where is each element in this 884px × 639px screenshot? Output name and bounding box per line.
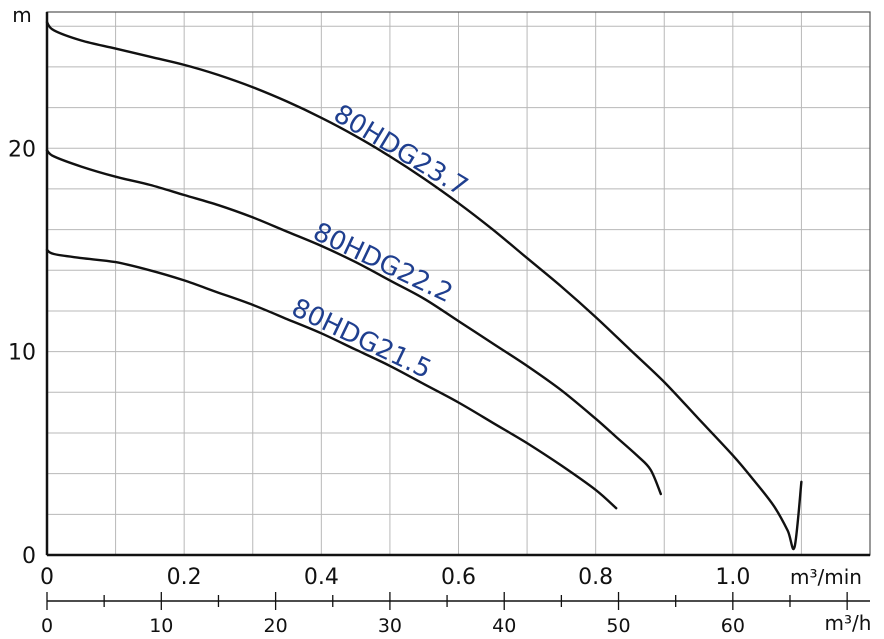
- secondary-x-tick-label: 30: [378, 615, 402, 637]
- series-line-80HDG22.2: [45, 149, 662, 496]
- secondary-x-tick-label: 50: [606, 615, 630, 637]
- x-tick-label: 0.8: [578, 565, 613, 590]
- series-line-80HDG23.7: [45, 21, 803, 551]
- secondary-x-tick-label: 0: [41, 615, 53, 637]
- x-tick-label: 0.4: [304, 565, 339, 590]
- series-lines: [45, 21, 803, 551]
- secondary-x-tick-label: 10: [149, 615, 173, 637]
- secondary-x-tick-label: 40: [492, 615, 516, 637]
- grid: [47, 12, 870, 555]
- x-axis-unit-label: m³/min: [790, 565, 862, 589]
- secondary-x-tick-label: 60: [721, 615, 745, 637]
- secondary-x-axis: 0 10 20 30 40 50 60 m³/h: [41, 592, 872, 637]
- series-line-80HDG21.5: [45, 248, 618, 510]
- x-tick-label: 0: [40, 565, 54, 590]
- tick-labels: 0 0.2 0.4 0.6 0.8 1.0 0 10 20 m m³/min: [8, 3, 862, 590]
- x-tick-label: 0.2: [167, 565, 202, 590]
- y-tick-label: 20: [8, 137, 36, 162]
- y-tick-label: 0: [22, 544, 36, 569]
- secondary-x-axis-unit-label: m³/h: [825, 611, 872, 635]
- x-tick-label: 0.6: [441, 565, 476, 590]
- axes: [45, 11, 871, 557]
- x-tick-label: 1.0: [715, 565, 750, 590]
- y-tick-label: 10: [8, 341, 36, 366]
- y-axis-unit-label: m: [12, 3, 31, 27]
- secondary-x-tick-label: 20: [264, 615, 288, 637]
